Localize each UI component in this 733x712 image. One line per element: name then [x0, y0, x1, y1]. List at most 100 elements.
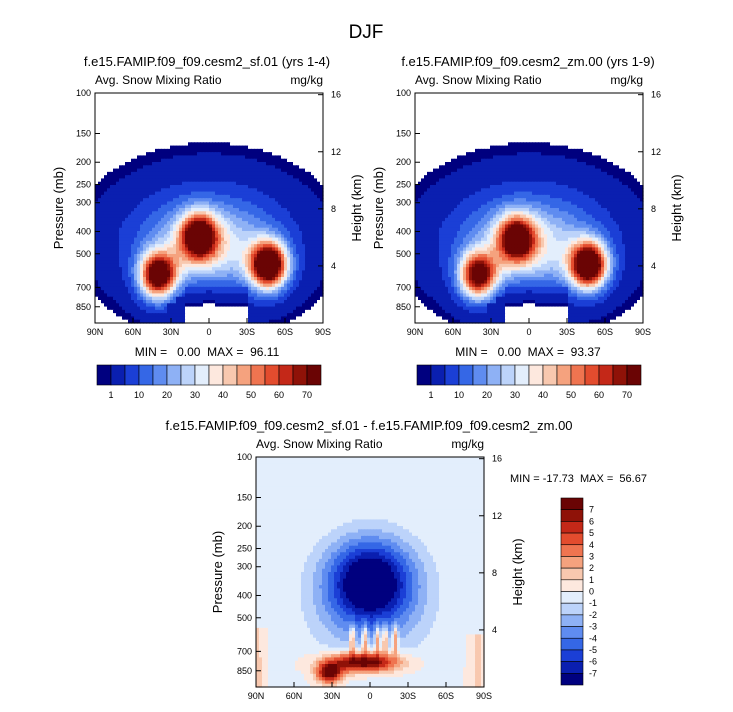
field-cell — [236, 139, 240, 143]
field-cell — [158, 116, 162, 120]
field-cell — [218, 116, 222, 120]
field-cell — [161, 125, 165, 130]
field-cell — [299, 109, 303, 114]
field-cell — [209, 99, 213, 104]
field-cell — [275, 116, 279, 120]
field-cell — [272, 109, 276, 114]
field-cell — [293, 96, 297, 101]
field-cell — [185, 142, 189, 147]
field-cell — [215, 109, 219, 114]
field-cell — [95, 109, 99, 114]
field-cell — [290, 116, 294, 120]
field-cell — [137, 93, 141, 97]
field-cell — [137, 132, 141, 137]
field-cell — [140, 132, 144, 137]
field-cell — [179, 148, 183, 153]
field-cell — [203, 119, 207, 124]
field-cell — [194, 129, 198, 134]
field-cell — [197, 109, 201, 114]
field-cell — [122, 106, 126, 111]
field-cell — [212, 132, 216, 137]
field-cell — [272, 139, 276, 143]
field-cell — [134, 125, 138, 130]
field-cell — [293, 122, 297, 127]
field-cell — [281, 122, 285, 127]
field-cell — [239, 142, 243, 147]
panel-subtitle-left: Avg. Snow Mixing Ratio — [95, 73, 222, 87]
field-cell — [233, 132, 237, 137]
field-cell — [188, 96, 192, 101]
field-cell — [233, 135, 237, 140]
field-cell — [200, 122, 204, 127]
field-cell — [314, 132, 318, 137]
field-cell — [98, 96, 102, 101]
field-cell — [320, 109, 324, 114]
field-cell — [269, 102, 273, 107]
field-cell — [122, 99, 126, 104]
field-cell — [188, 129, 192, 134]
field-cell — [125, 99, 129, 104]
field-cell — [281, 112, 285, 117]
field-cell — [272, 99, 276, 104]
field-cell — [269, 142, 273, 147]
field-cell — [242, 148, 246, 153]
field-cell — [308, 99, 312, 104]
field-cell — [314, 145, 318, 150]
field-cell — [230, 125, 234, 130]
field-cell — [302, 93, 306, 97]
field-cell — [185, 135, 189, 140]
field-cell — [176, 132, 180, 137]
field-cell — [305, 93, 309, 97]
field-cell — [287, 119, 291, 124]
field-cell — [248, 96, 252, 101]
field-cell — [128, 119, 132, 124]
field-cell — [167, 132, 171, 137]
field-cell — [263, 96, 267, 101]
field-cell — [119, 148, 123, 153]
field-cell — [122, 142, 126, 147]
field-cell — [95, 99, 99, 104]
field-cell — [206, 112, 210, 117]
field-cell — [194, 102, 198, 107]
field-cell — [179, 129, 183, 134]
field-cell — [287, 142, 291, 147]
field-cell — [191, 132, 195, 137]
field-cell — [320, 116, 324, 120]
field-cell — [302, 99, 306, 104]
field-cell — [155, 106, 159, 111]
field-cell — [128, 145, 132, 150]
field-cell — [185, 112, 189, 117]
field-cell — [158, 96, 162, 101]
field-cell — [170, 122, 174, 127]
field-cell — [263, 99, 267, 104]
field-cell — [98, 129, 102, 134]
field-cell — [305, 148, 309, 153]
field-cell — [200, 109, 204, 114]
field-cell — [245, 145, 249, 150]
field-cell — [212, 112, 216, 117]
field-cell — [197, 96, 201, 101]
field-cell — [278, 135, 282, 140]
field-cell — [185, 93, 189, 97]
field-cell — [170, 109, 174, 114]
field-cell — [293, 142, 297, 147]
field-cell — [119, 96, 123, 101]
field-cell — [176, 116, 180, 120]
field-cell — [173, 129, 177, 134]
field-cell — [248, 145, 252, 150]
field-cell — [317, 96, 321, 101]
field-cell — [158, 129, 162, 134]
field-cell — [107, 142, 111, 147]
field-cell — [185, 125, 189, 130]
field-cell — [200, 119, 204, 124]
field-cell — [308, 148, 312, 153]
field-cell — [320, 96, 324, 101]
field-cell — [143, 148, 147, 153]
field-cell — [275, 112, 279, 117]
field-cell — [95, 112, 99, 117]
field-cell — [179, 96, 183, 101]
field-cell — [317, 132, 321, 137]
field-cell — [104, 116, 108, 120]
field-cell — [137, 96, 141, 101]
field-cell — [197, 122, 201, 127]
